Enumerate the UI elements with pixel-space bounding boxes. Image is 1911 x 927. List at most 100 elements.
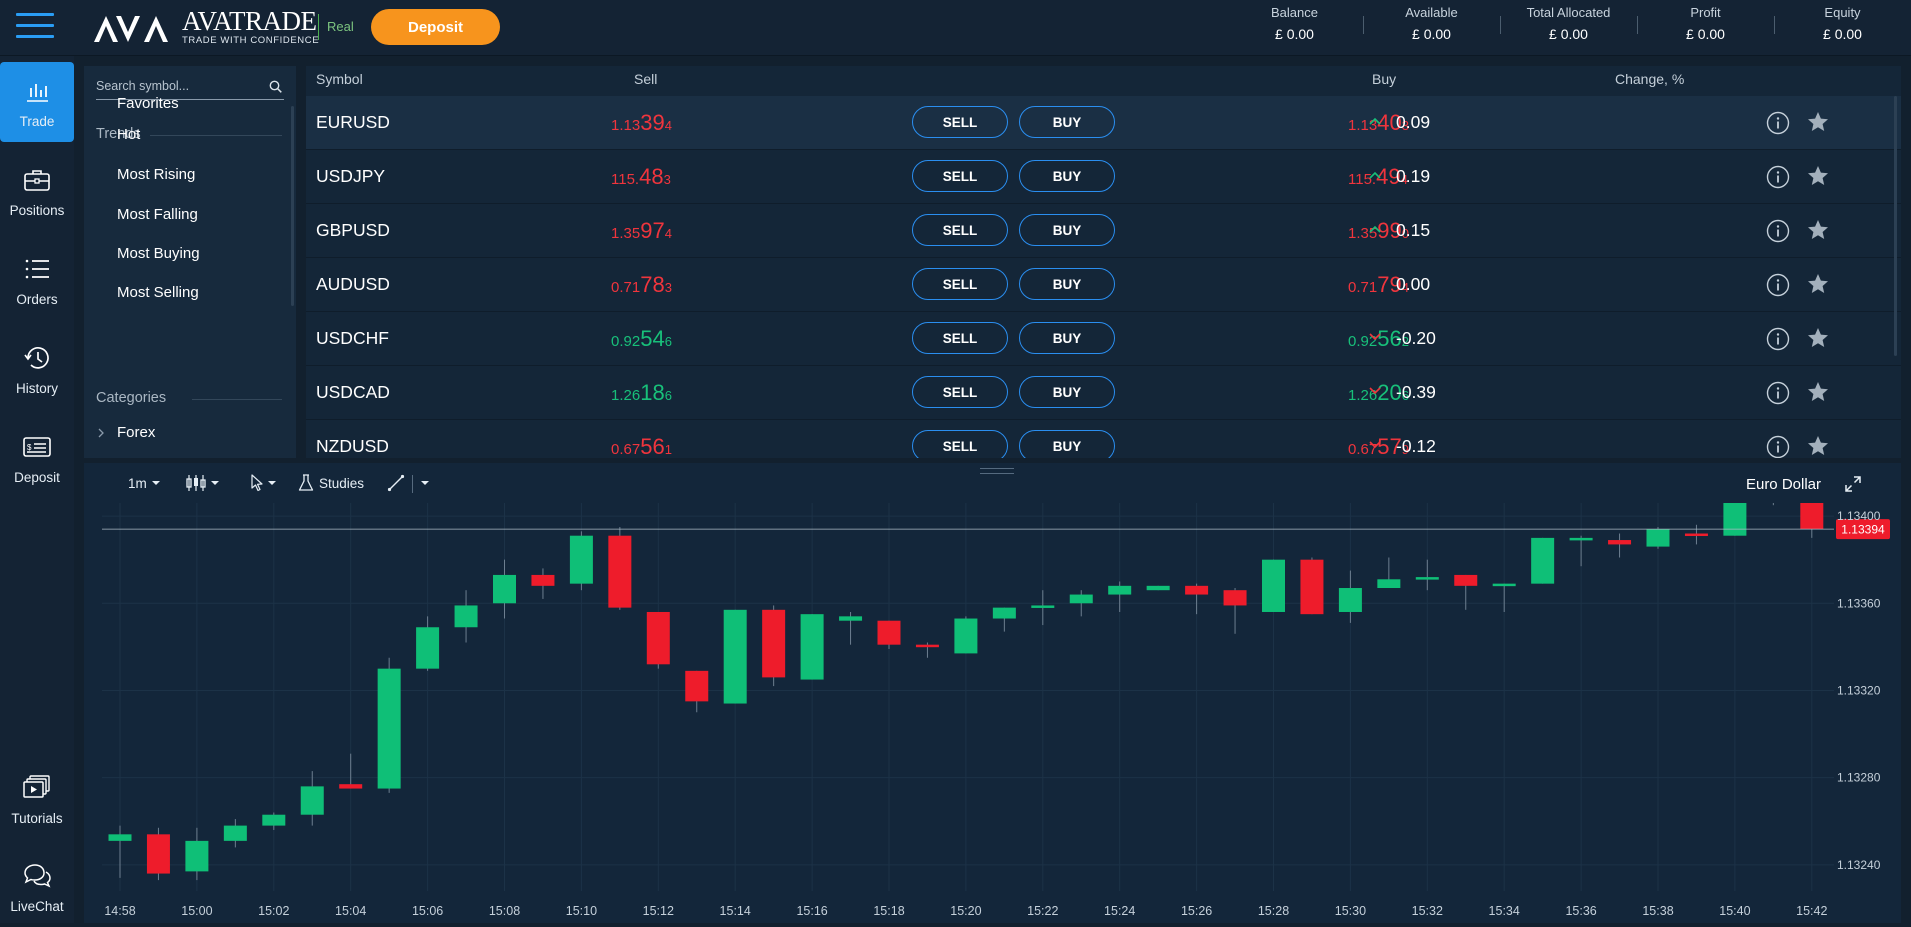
search-icon[interactable]	[269, 80, 282, 93]
info-icon[interactable]	[1766, 111, 1790, 135]
table-row[interactable]: EURUSD 1.13394 SELL BUY 1.13403 0.09	[306, 96, 1901, 150]
buy-button[interactable]: BUY	[1019, 268, 1115, 300]
price-prefix: 1.35	[1348, 225, 1378, 242]
price-pips: 56	[640, 434, 665, 458]
buy-button[interactable]: BUY	[1019, 214, 1115, 246]
candle-body	[339, 784, 363, 789]
search-box[interactable]	[96, 74, 284, 100]
search-symbol-input[interactable]	[96, 74, 266, 98]
nav-trade[interactable]: Trade	[0, 62, 74, 142]
star-icon[interactable]	[1806, 434, 1830, 458]
candle-body	[1185, 585, 1209, 595]
buy-button[interactable]: BUY	[1019, 430, 1115, 458]
table-row[interactable]: GBPUSD 1.35974 SELL BUY 1.35990 0.15	[306, 204, 1901, 258]
candle-body	[1492, 583, 1516, 587]
sell-button[interactable]: SELL	[912, 376, 1008, 408]
symbol-name[interactable]: USDCAD	[316, 382, 390, 402]
symbol-name[interactable]: USDCHF	[316, 328, 389, 348]
nav-positions[interactable]: Positions	[0, 151, 74, 231]
symbol-name[interactable]: GBPUSD	[316, 220, 390, 240]
candle-body	[531, 574, 555, 586]
candle-body	[685, 670, 709, 702]
drawing-tool-button[interactable]	[387, 473, 405, 493]
panel-resize-handle[interactable]	[980, 468, 1014, 474]
star-icon[interactable]	[1806, 272, 1830, 296]
sidebar-category-forex[interactable]: Forex	[96, 424, 155, 441]
arrow-down-icon	[1369, 441, 1381, 449]
drawing-tool-dropdown[interactable]	[420, 473, 430, 493]
header-symbol[interactable]: Symbol	[316, 71, 363, 87]
sidebar-trend-most-falling[interactable]: Most Falling	[117, 206, 198, 223]
interval-selector[interactable]: 1m	[128, 473, 161, 493]
candle-body	[1608, 540, 1632, 545]
sidebar-trend-most-buying[interactable]: Most Buying	[117, 245, 200, 262]
table-scrollbar[interactable]	[1894, 96, 1897, 356]
buy-price: 0.67579	[1348, 434, 1409, 458]
table-row[interactable]: AUDUSD 0.71783 SELL BUY 0.71794 0.00	[306, 258, 1901, 312]
sidebar-trend-most-selling[interactable]: Most Selling	[117, 284, 199, 301]
nav-label: Tutorials	[11, 810, 63, 826]
table-row[interactable]: USDCAD 1.26186 SELL BUY 1.26206 -0.39	[306, 366, 1901, 420]
sell-button[interactable]: SELL	[912, 268, 1008, 300]
price-pips: 20	[1377, 380, 1402, 405]
arrow-up-icon	[1369, 225, 1381, 233]
buy-button[interactable]: BUY	[1019, 106, 1115, 138]
candlestick-chart[interactable]: 1.13394 1.13240 1.13280 1.13320 1.13360 1.134…	[84, 503, 1901, 923]
info-icon[interactable]	[1766, 165, 1790, 189]
chart-type-selector[interactable]	[185, 473, 220, 493]
sell-button[interactable]: SELL	[912, 430, 1008, 458]
candle-body	[1454, 574, 1478, 586]
sidebar-trend-most-rising[interactable]: Most Rising	[117, 166, 196, 183]
info-icon[interactable]	[1766, 327, 1790, 351]
table-row[interactable]: NZDUSD 0.67561 SELL BUY 0.67579 -0.12	[306, 420, 1901, 458]
logo-name: AVATRADE	[182, 6, 317, 37]
hamburger-menu-icon[interactable]	[16, 13, 54, 41]
symbol-name[interactable]: EURUSD	[316, 112, 390, 132]
nav-history[interactable]: History	[0, 329, 74, 409]
info-icon[interactable]	[1766, 435, 1790, 458]
deposit-button[interactable]: Deposit	[371, 9, 500, 45]
header-buy[interactable]: Buy	[1372, 71, 1397, 87]
price-fraction: 9	[1401, 442, 1409, 457]
change-value: 0.09	[1396, 112, 1431, 132]
buy-button[interactable]: BUY	[1019, 160, 1115, 192]
star-icon[interactable]	[1806, 218, 1830, 242]
info-icon[interactable]	[1766, 219, 1790, 243]
nav-tutorials[interactable]: Tutorials	[0, 759, 74, 839]
star-icon[interactable]	[1806, 380, 1830, 404]
header-sell[interactable]: Sell	[634, 71, 658, 87]
symbol-name[interactable]: NZDUSD	[316, 436, 389, 456]
candle-body	[1031, 605, 1055, 608]
star-icon[interactable]	[1806, 326, 1830, 350]
candle-body	[493, 574, 516, 604]
nav-orders[interactable]: Orders	[0, 240, 74, 320]
studies-button[interactable]: Studies	[298, 473, 364, 493]
info-icon[interactable]	[1766, 381, 1790, 405]
star-icon[interactable]	[1806, 110, 1830, 134]
nav-deposit[interactable]: $ Deposit	[0, 418, 74, 498]
sidebar-scrollbar[interactable]	[291, 106, 294, 306]
sell-price: 0.92546	[611, 326, 672, 352]
sidebar-item-favorites[interactable]: Favorites	[117, 95, 179, 112]
cursor-tool-selector[interactable]	[250, 473, 277, 493]
buy-button[interactable]: BUY	[1019, 322, 1115, 354]
header-change[interactable]: Change, %	[1615, 71, 1685, 87]
buy-button[interactable]: BUY	[1019, 376, 1115, 408]
sidebar-trend-hot[interactable]: Hot	[117, 126, 141, 143]
price-pips: 56	[1377, 326, 1402, 351]
star-icon[interactable]	[1806, 164, 1830, 188]
nav-livechat[interactable]: LiveChat	[0, 847, 74, 927]
buy-price: 0.92562	[1348, 326, 1409, 352]
sell-button[interactable]: SELL	[912, 160, 1008, 192]
table-row[interactable]: USDJPY 115.483 SELL BUY 115.494 0.19	[306, 150, 1901, 204]
sell-button[interactable]: SELL	[912, 106, 1008, 138]
symbol-name[interactable]: AUDUSD	[316, 274, 390, 294]
y-tick-label: 1.13280	[1837, 771, 1881, 785]
symbol-name[interactable]: USDJPY	[316, 166, 386, 186]
expand-icon[interactable]	[1845, 476, 1861, 492]
nav-label: History	[15, 380, 58, 396]
table-row[interactable]: USDCHF 0.92546 SELL BUY 0.92562 -0.20	[306, 312, 1901, 366]
info-icon[interactable]	[1766, 273, 1790, 297]
sell-button[interactable]: SELL	[912, 214, 1008, 246]
sell-button[interactable]: SELL	[912, 322, 1008, 354]
